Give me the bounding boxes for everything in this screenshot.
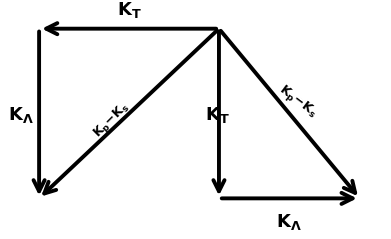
Text: $\mathbf{K_{\Lambda}}$: $\mathbf{K_{\Lambda}}$ <box>276 212 302 232</box>
Text: $\mathbf{K_p\!-\!K_s}$: $\mathbf{K_p\!-\!K_s}$ <box>275 81 321 122</box>
Text: $\mathbf{K_{\Lambda}}$: $\mathbf{K_{\Lambda}}$ <box>8 105 34 125</box>
Text: $\mathbf{K_p\!-\!K_s}$: $\mathbf{K_p\!-\!K_s}$ <box>90 99 133 142</box>
Text: $\mathbf{K_T}$: $\mathbf{K_T}$ <box>117 0 142 20</box>
Text: $\mathbf{K_T}$: $\mathbf{K_T}$ <box>205 105 230 125</box>
